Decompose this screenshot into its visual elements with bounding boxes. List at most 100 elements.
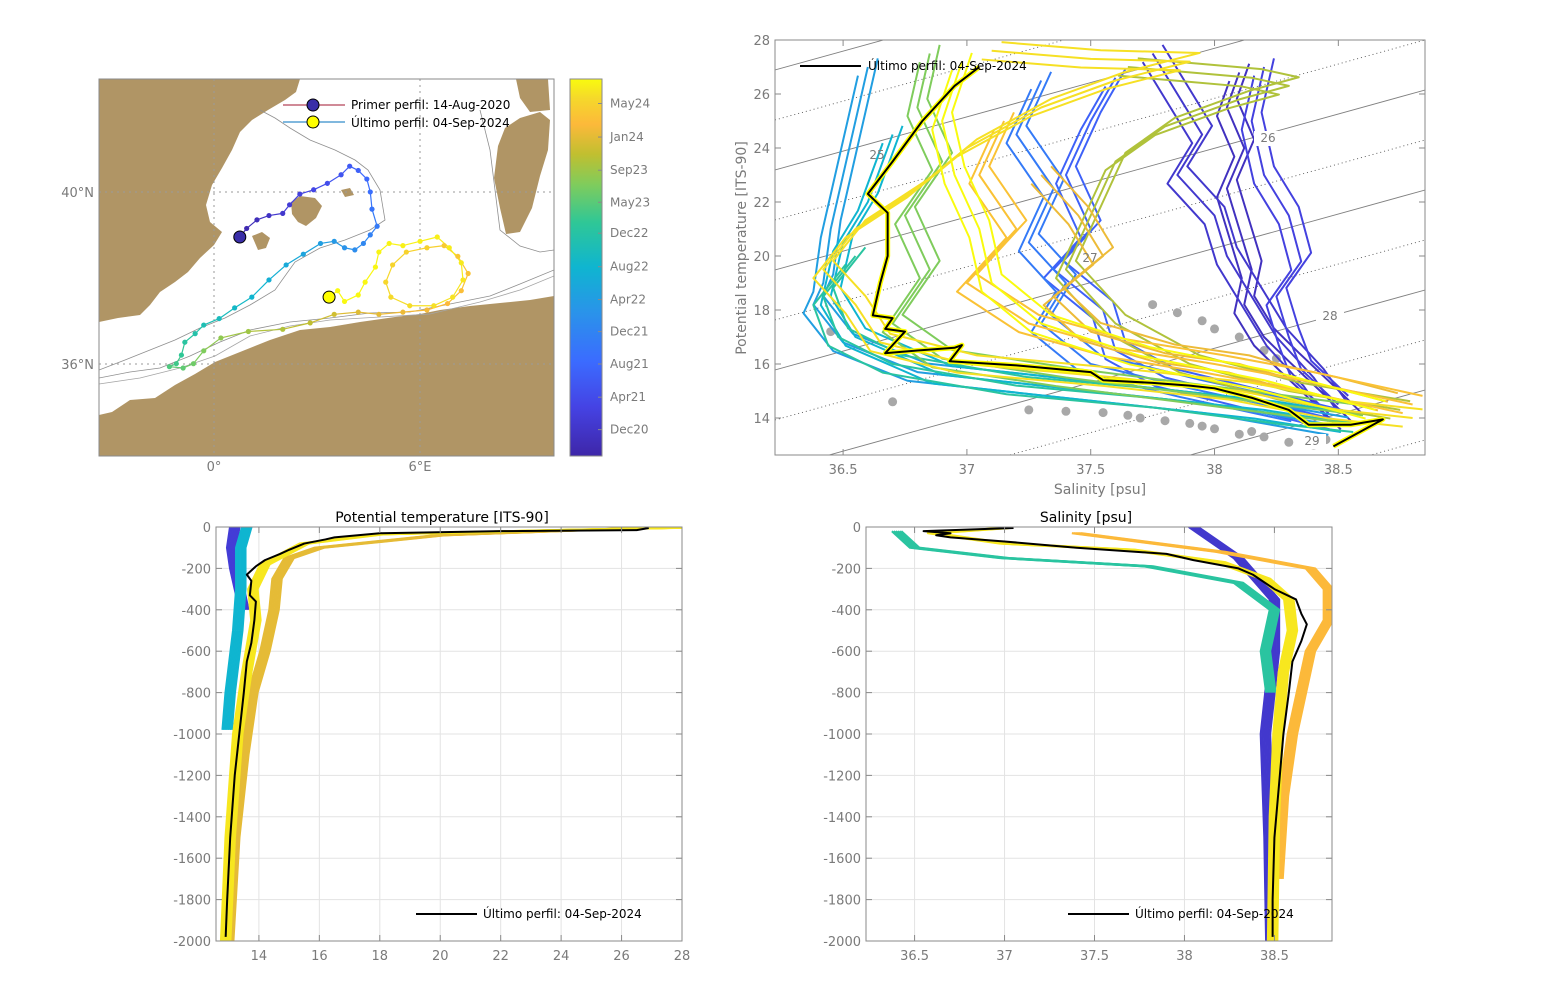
ts-xtick-label: 38.5 [1324, 463, 1353, 478]
trajectory-point [434, 234, 440, 240]
ts-grey-point [1197, 421, 1207, 431]
sp-ytick-label: -1600 [823, 852, 861, 867]
trajectory-point [355, 167, 361, 174]
sp-ytick-label: 0 [853, 521, 861, 536]
tp-title: Potential temperature [ITS-90] [335, 510, 549, 526]
ts-grey-point [888, 397, 898, 407]
trajectory-point [372, 264, 379, 270]
ts-grey-point [1172, 308, 1182, 318]
tp-ytick-label: -1400 [173, 811, 211, 826]
ts-ytick-label: 14 [753, 412, 770, 427]
ts-grey-point [1197, 316, 1207, 326]
trajectory-segment [218, 307, 235, 320]
tp-profile-line [225, 527, 247, 730]
tp-ytick-label: -1800 [173, 894, 211, 909]
trajectory-segment [248, 328, 283, 333]
legend-marker-first [306, 98, 320, 112]
isopycnal-label: 26 [1260, 131, 1275, 145]
trajectory-point [201, 348, 207, 354]
isopycnal-label: 27 [1082, 251, 1097, 265]
map-frame [98, 78, 555, 457]
trajectory-point [455, 253, 461, 259]
sp-ytick-label: -1000 [823, 728, 861, 743]
ts-diagram: 25 26 27 28 29 36.5 37 37.5 38 38.5 14 16 18 20 22 24 2… [734, 34, 1426, 498]
tp-ytick-label: -1600 [173, 852, 211, 867]
trajectory-point [232, 305, 238, 311]
ts-ticks: 36.5 37 37.5 38 38.5 14 16 18 20 22 24 26 28 [753, 34, 1425, 478]
ts-profile-line [1235, 63, 1362, 413]
isopycnal-labels: 25 26 27 28 29 [869, 131, 1344, 449]
tp-legend-label: Último perfil: 04-Sep-2024 [483, 906, 642, 921]
trajectory-segment [402, 309, 427, 313]
ts-profile-line [812, 58, 1403, 428]
trajectory-point [280, 326, 286, 332]
tp-profile-line [230, 527, 253, 730]
ts-profile-line [1042, 85, 1342, 434]
colorbar-tick-label: Dec20 [610, 423, 649, 437]
sp-ticks: 36.5 37 37.5 38 38.5 0 -200 -400 -600 -800 -1000 -1… [823, 521, 1332, 964]
ts-xtick-label: 38 [1206, 463, 1223, 478]
tp-profile-line [228, 527, 251, 730]
ts-grey-points [826, 300, 1331, 450]
trajectory-point [367, 189, 373, 195]
trajectory-point [324, 180, 330, 186]
trajectory-point [460, 277, 466, 283]
trajectory-point [180, 365, 186, 371]
trajectory-point [249, 294, 255, 300]
tp-ytick-label: -600 [181, 645, 211, 660]
colorbar-ticks: May24 Jan24 Sep23 May23 Dec22 Aug22 Apr22 Dec21… [598, 97, 650, 437]
trajectory-segment [452, 279, 464, 298]
trajectory-point [355, 309, 361, 315]
trajectory-point [407, 303, 413, 309]
sp-ytick-label: -600 [831, 645, 861, 660]
trajectory-point [360, 240, 367, 247]
trajectory-point [286, 202, 293, 208]
trajectory-map: 0° 6°E 40°N 36°N Primer perfil: 14-Aug-2… [61, 78, 555, 475]
ts-grey-point [1148, 300, 1158, 310]
land-africa [99, 296, 554, 456]
ts-profile-line [1015, 80, 1302, 414]
trajectory-segment [433, 296, 453, 307]
trajectory-segment [426, 302, 448, 311]
trajectory-segment [390, 296, 411, 307]
trajectory-point [245, 328, 251, 335]
temperature-profile: 14 16 18 20 22 24 26 28 0 -200 -400 -600 -800 -1000 -1… [173, 510, 690, 964]
colorbar-gradient [569, 78, 603, 457]
ts-legend: Último perfil: 04-Sep-2024 [800, 58, 1027, 73]
trajectory-segment [309, 313, 335, 324]
tp-ytick-label: -1000 [173, 728, 211, 743]
tp-profile-line [221, 527, 244, 730]
isopycnal-solid [775, 189, 1425, 371]
trajectory-point [280, 210, 286, 216]
ts-profile-line [931, 69, 1366, 420]
trajectory-point [362, 279, 368, 285]
trajectory-segment [203, 337, 222, 352]
sp-xtick-label: 38.5 [1260, 949, 1289, 964]
trajectory-segment [282, 322, 311, 330]
ts-grey-point [1098, 408, 1108, 418]
tp-profile-line [227, 527, 249, 730]
ts-xtick-label: 36.5 [829, 463, 858, 478]
land-iberia [99, 79, 300, 322]
trajectory-segment [203, 318, 220, 326]
trajectory-point [431, 303, 437, 309]
trajectory-point [352, 247, 358, 253]
legend-marker-last [306, 115, 320, 129]
trajectory-point [403, 249, 409, 255]
tp-xtick-label: 14 [251, 949, 268, 964]
trajectory-point [458, 260, 464, 266]
colorbar-tick-label: Jan24 [609, 130, 644, 144]
sp-ytick-label: -1400 [823, 811, 861, 826]
tp-xtick-label: 28 [674, 949, 691, 964]
trajectory-point [465, 270, 471, 277]
ts-profile-line [975, 111, 1423, 397]
trajectory-point [266, 277, 272, 283]
ts-ytick-label: 28 [753, 34, 770, 49]
ts-grey-point [1135, 413, 1145, 423]
trajectory-point [218, 335, 224, 341]
trajectory-segment [385, 281, 392, 298]
ts-profile-line [951, 52, 1386, 403]
trajectory-point [311, 187, 317, 193]
colorbar-tick-label: Apr22 [610, 293, 646, 307]
sp-xtick-label: 38 [1176, 949, 1193, 964]
